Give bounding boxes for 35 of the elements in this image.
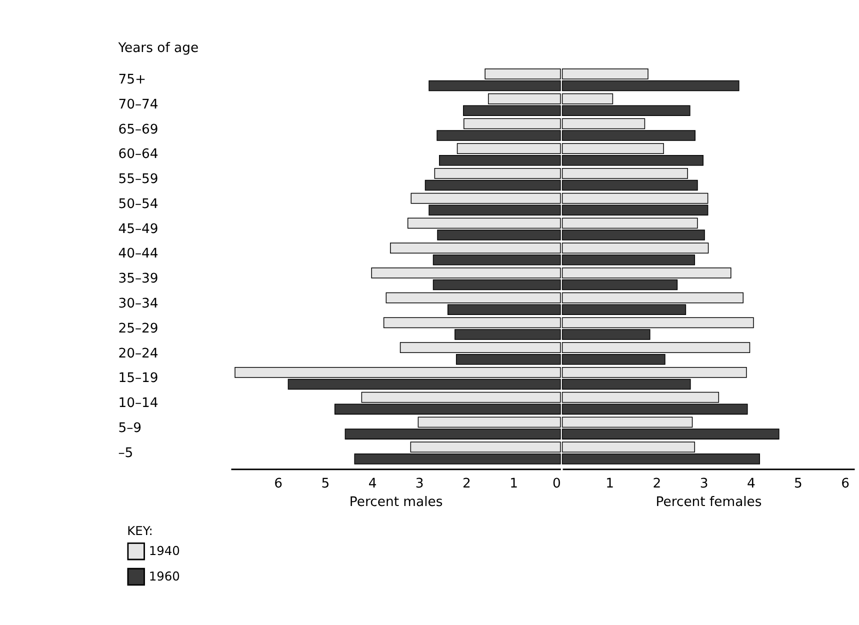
x-tick-label: 1: [510, 476, 518, 492]
y-tick-label: 25–29: [118, 321, 158, 336]
x-tick-label: 4: [746, 476, 756, 492]
x-tick-label: 0: [552, 476, 561, 492]
y-tick-label: 35–39: [118, 272, 158, 287]
x-tick-label: 6: [841, 476, 850, 492]
x-tick-label: 5: [794, 476, 802, 492]
x-axis-title: Percent females: [656, 495, 762, 510]
y-tick-label: 55–59: [118, 172, 158, 188]
legend-label: 1960: [148, 570, 180, 584]
legend-label: 1940: [148, 544, 180, 558]
x-tick-label: 3: [700, 476, 708, 492]
y-tick-label: 60–64: [118, 147, 158, 162]
y-axis-title: Years of age: [117, 41, 199, 56]
x-tick-label: 1: [606, 476, 614, 492]
x-tick-label: 2: [652, 476, 662, 492]
x-tick-label: 3: [415, 476, 424, 492]
x-tick-label: 4: [368, 476, 377, 492]
y-tick-label: 75+: [118, 72, 146, 88]
y-tick-label: 45–49: [118, 222, 158, 237]
y-tick-label: 5–9: [118, 420, 142, 436]
y-tick-label: 65–69: [118, 122, 158, 138]
y-tick-label: 40–44: [118, 246, 158, 262]
x-tick-label: 5: [321, 476, 330, 492]
y-tick-label: 30–34: [118, 296, 158, 312]
x-tick-label: 6: [274, 476, 283, 492]
y-tick-label: 10–14: [118, 396, 158, 412]
y-tick-label: 50–54: [118, 196, 158, 212]
y-tick-label: 15–19: [118, 371, 158, 386]
x-axis-title: Percent males: [349, 495, 443, 510]
y-tick-label: 20–24: [118, 346, 158, 362]
y-tick-label: 70–74: [118, 97, 158, 112]
legend-title: KEY:: [127, 524, 153, 538]
x-tick-label: 2: [462, 476, 471, 492]
y-tick-label: –5: [118, 446, 134, 461]
